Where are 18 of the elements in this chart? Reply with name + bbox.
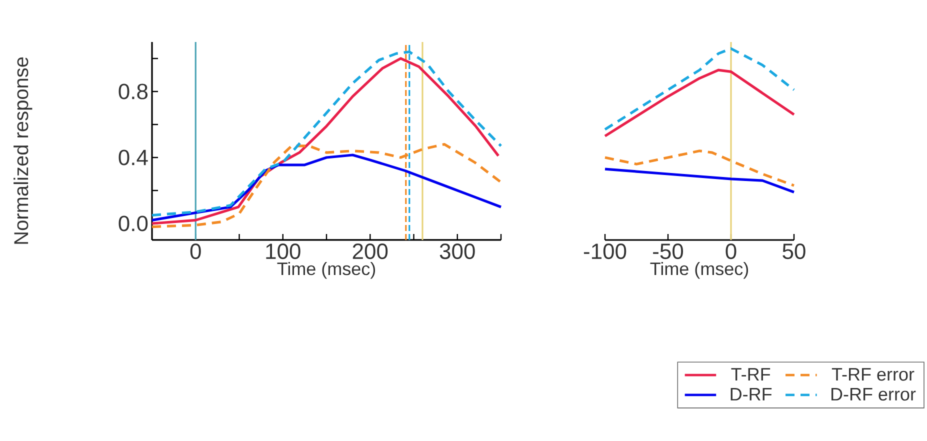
legend-label: T-RF error [832,368,914,381]
x-tick-label: 100 [266,244,300,260]
x-tick-label: -50 [653,244,684,260]
x-tick-label: 300 [440,244,475,260]
y-tick-label: 0.0 [118,216,148,232]
x-axis-title: Time (msec) [277,262,376,279]
x-tick-label: 200 [352,244,388,260]
x-tick-label: 0 [726,244,736,260]
y-tick-label: 0.4 [118,150,148,166]
legend-label: D-RF error [831,388,916,401]
x-tick-label: 0 [190,244,201,260]
y-axis-title: Normalized response [14,57,32,244]
x-tick-label: -100 [584,244,626,260]
x-tick-label: 50 [782,244,806,260]
y-tick-label: 0.8 [118,84,148,100]
x-axis-title: Time (msec) [650,262,748,279]
legend-label: D-RF [730,388,772,400]
legend-label: T-RF [731,368,770,381]
